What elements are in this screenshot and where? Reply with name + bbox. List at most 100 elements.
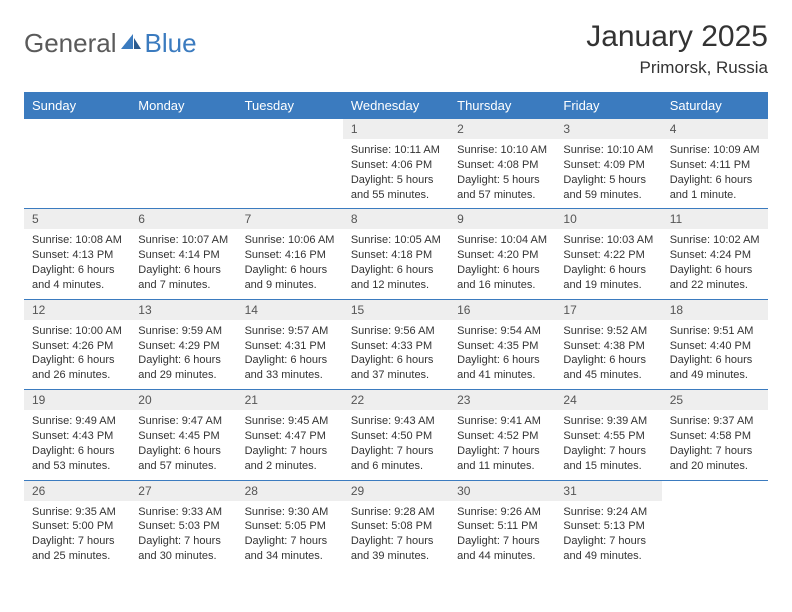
day-number: 8 [343,209,449,229]
calendar-day-cell: 31Sunrise: 9:24 AMSunset: 5:13 PMDayligh… [555,480,661,570]
day-number: 24 [555,390,661,410]
day-number: 19 [24,390,130,410]
day-number: 30 [449,481,555,501]
day-number: 9 [449,209,555,229]
daylight-text: Daylight: 7 hours and 6 minutes. [351,444,441,474]
sunset-text: Sunset: 4:11 PM [670,158,760,173]
sunrise-text: Sunrise: 9:59 AM [138,324,228,339]
sunrise-text: Sunrise: 10:05 AM [351,233,441,248]
day-content: Sunrise: 9:51 AMSunset: 4:40 PMDaylight:… [662,320,768,389]
day-content: Sunrise: 9:47 AMSunset: 4:45 PMDaylight:… [130,410,236,479]
day-content: Sunrise: 10:02 AMSunset: 4:24 PMDaylight… [662,229,768,298]
daylight-text: Daylight: 6 hours and 9 minutes. [245,263,335,293]
calendar-day-cell: 25Sunrise: 9:37 AMSunset: 4:58 PMDayligh… [662,390,768,480]
daylight-text: Daylight: 6 hours and 16 minutes. [457,263,547,293]
sunset-text: Sunset: 4:50 PM [351,429,441,444]
daylight-text: Daylight: 7 hours and 25 minutes. [32,534,122,564]
sunrise-text: Sunrise: 10:10 AM [563,143,653,158]
day-number: 2 [449,119,555,139]
day-number: 7 [237,209,343,229]
day-number [662,481,768,487]
daylight-text: Daylight: 6 hours and 41 minutes. [457,353,547,383]
sunset-text: Sunset: 4:33 PM [351,339,441,354]
day-content: Sunrise: 9:54 AMSunset: 4:35 PMDaylight:… [449,320,555,389]
daylight-text: Daylight: 7 hours and 11 minutes. [457,444,547,474]
sunrise-text: Sunrise: 9:26 AM [457,505,547,520]
calendar-day-cell [237,119,343,209]
sunrise-text: Sunrise: 9:39 AM [563,414,653,429]
sunset-text: Sunset: 4:14 PM [138,248,228,263]
daylight-text: Daylight: 6 hours and 45 minutes. [563,353,653,383]
sunset-text: Sunset: 5:13 PM [563,519,653,534]
daylight-text: Daylight: 7 hours and 30 minutes. [138,534,228,564]
sunrise-text: Sunrise: 10:09 AM [670,143,760,158]
day-content: Sunrise: 9:57 AMSunset: 4:31 PMDaylight:… [237,320,343,389]
sunset-text: Sunset: 4:35 PM [457,339,547,354]
day-content: Sunrise: 10:06 AMSunset: 4:16 PMDaylight… [237,229,343,298]
sunrise-text: Sunrise: 10:11 AM [351,143,441,158]
calendar-day-cell: 22Sunrise: 9:43 AMSunset: 4:50 PMDayligh… [343,390,449,480]
day-content: Sunrise: 10:08 AMSunset: 4:13 PMDaylight… [24,229,130,298]
daylight-text: Daylight: 6 hours and 33 minutes. [245,353,335,383]
sunset-text: Sunset: 4:47 PM [245,429,335,444]
sunrise-text: Sunrise: 9:37 AM [670,414,760,429]
calendar-day-cell: 7Sunrise: 10:06 AMSunset: 4:16 PMDayligh… [237,209,343,299]
daylight-text: Daylight: 5 hours and 59 minutes. [563,173,653,203]
calendar-day-cell: 1Sunrise: 10:11 AMSunset: 4:06 PMDayligh… [343,119,449,209]
day-number: 16 [449,300,555,320]
sunset-text: Sunset: 5:05 PM [245,519,335,534]
sunrise-text: Sunrise: 9:28 AM [351,505,441,520]
day-content: Sunrise: 9:49 AMSunset: 4:43 PMDaylight:… [24,410,130,479]
sunrise-text: Sunrise: 10:02 AM [670,233,760,248]
sunrise-text: Sunrise: 10:08 AM [32,233,122,248]
day-content: Sunrise: 10:04 AMSunset: 4:20 PMDaylight… [449,229,555,298]
calendar-day-cell: 21Sunrise: 9:45 AMSunset: 4:47 PMDayligh… [237,390,343,480]
sunset-text: Sunset: 5:11 PM [457,519,547,534]
day-number: 20 [130,390,236,410]
daylight-text: Daylight: 6 hours and 4 minutes. [32,263,122,293]
daylight-text: Daylight: 7 hours and 34 minutes. [245,534,335,564]
day-content: Sunrise: 10:07 AMSunset: 4:14 PMDaylight… [130,229,236,298]
calendar-week-row: 26Sunrise: 9:35 AMSunset: 5:00 PMDayligh… [24,480,768,570]
daylight-text: Daylight: 6 hours and 37 minutes. [351,353,441,383]
day-content: Sunrise: 9:28 AMSunset: 5:08 PMDaylight:… [343,501,449,570]
weekday-header: Saturday [662,92,768,119]
sunrise-text: Sunrise: 9:24 AM [563,505,653,520]
month-title: January 2025 [586,20,768,54]
day-content: Sunrise: 9:43 AMSunset: 4:50 PMDaylight:… [343,410,449,479]
sunrise-text: Sunrise: 9:47 AM [138,414,228,429]
calendar-day-cell: 19Sunrise: 9:49 AMSunset: 4:43 PMDayligh… [24,390,130,480]
calendar-day-cell [24,119,130,209]
daylight-text: Daylight: 6 hours and 49 minutes. [670,353,760,383]
calendar-day-cell: 24Sunrise: 9:39 AMSunset: 4:55 PMDayligh… [555,390,661,480]
day-number: 11 [662,209,768,229]
calendar-day-cell: 12Sunrise: 10:00 AMSunset: 4:26 PMDaylig… [24,299,130,389]
day-content: Sunrise: 9:26 AMSunset: 5:11 PMDaylight:… [449,501,555,570]
day-number [130,119,236,125]
day-content: Sunrise: 9:45 AMSunset: 4:47 PMDaylight:… [237,410,343,479]
calendar-day-cell: 10Sunrise: 10:03 AMSunset: 4:22 PMDaylig… [555,209,661,299]
day-number: 5 [24,209,130,229]
calendar-day-cell: 9Sunrise: 10:04 AMSunset: 4:20 PMDayligh… [449,209,555,299]
sunrise-text: Sunrise: 10:06 AM [245,233,335,248]
daylight-text: Daylight: 7 hours and 2 minutes. [245,444,335,474]
sunrise-text: Sunrise: 9:57 AM [245,324,335,339]
calendar-day-cell: 14Sunrise: 9:57 AMSunset: 4:31 PMDayligh… [237,299,343,389]
day-content: Sunrise: 10:00 AMSunset: 4:26 PMDaylight… [24,320,130,389]
sunrise-text: Sunrise: 9:43 AM [351,414,441,429]
day-content: Sunrise: 9:52 AMSunset: 4:38 PMDaylight:… [555,320,661,389]
day-number: 1 [343,119,449,139]
sunset-text: Sunset: 4:58 PM [670,429,760,444]
sunset-text: Sunset: 4:22 PM [563,248,653,263]
calendar-day-cell: 5Sunrise: 10:08 AMSunset: 4:13 PMDayligh… [24,209,130,299]
calendar-day-cell: 4Sunrise: 10:09 AMSunset: 4:11 PMDayligh… [662,119,768,209]
day-number: 31 [555,481,661,501]
daylight-text: Daylight: 5 hours and 55 minutes. [351,173,441,203]
day-content: Sunrise: 9:37 AMSunset: 4:58 PMDaylight:… [662,410,768,479]
calendar-day-cell [130,119,236,209]
calendar-day-cell: 27Sunrise: 9:33 AMSunset: 5:03 PMDayligh… [130,480,236,570]
sunrise-text: Sunrise: 10:03 AM [563,233,653,248]
day-number: 4 [662,119,768,139]
sunrise-text: Sunrise: 9:30 AM [245,505,335,520]
day-number: 6 [130,209,236,229]
